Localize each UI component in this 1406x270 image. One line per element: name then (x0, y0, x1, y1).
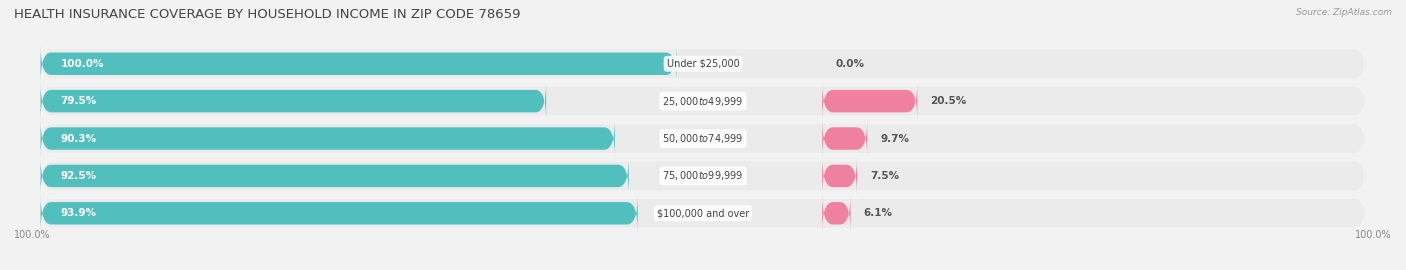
Text: Source: ZipAtlas.com: Source: ZipAtlas.com (1296, 8, 1392, 17)
FancyBboxPatch shape (41, 120, 614, 157)
FancyBboxPatch shape (823, 82, 917, 120)
Text: $50,000 to $74,999: $50,000 to $74,999 (662, 132, 744, 145)
FancyBboxPatch shape (823, 120, 868, 157)
Text: $100,000 and over: $100,000 and over (657, 208, 749, 218)
Text: $75,000 to $99,999: $75,000 to $99,999 (662, 169, 744, 183)
FancyBboxPatch shape (41, 198, 1365, 229)
Text: $25,000 to $49,999: $25,000 to $49,999 (662, 95, 744, 108)
Text: 20.5%: 20.5% (931, 96, 967, 106)
FancyBboxPatch shape (823, 157, 858, 195)
Text: 0.0%: 0.0% (835, 59, 865, 69)
Text: 93.9%: 93.9% (60, 208, 97, 218)
Text: HEALTH INSURANCE COVERAGE BY HOUSEHOLD INCOME IN ZIP CODE 78659: HEALTH INSURANCE COVERAGE BY HOUSEHOLD I… (14, 8, 520, 21)
Text: 100.0%: 100.0% (60, 59, 104, 69)
FancyBboxPatch shape (41, 45, 676, 82)
FancyBboxPatch shape (41, 85, 1365, 117)
FancyBboxPatch shape (41, 48, 1365, 79)
Text: 90.3%: 90.3% (60, 134, 97, 144)
Text: Under $25,000: Under $25,000 (666, 59, 740, 69)
FancyBboxPatch shape (41, 195, 638, 232)
Text: 9.7%: 9.7% (880, 134, 910, 144)
Text: 79.5%: 79.5% (60, 96, 97, 106)
Text: 6.1%: 6.1% (863, 208, 893, 218)
Text: 100.0%: 100.0% (1355, 230, 1392, 240)
FancyBboxPatch shape (823, 195, 851, 232)
FancyBboxPatch shape (41, 160, 1365, 192)
Text: 92.5%: 92.5% (60, 171, 97, 181)
FancyBboxPatch shape (41, 82, 546, 120)
FancyBboxPatch shape (41, 157, 628, 195)
Text: 100.0%: 100.0% (14, 230, 51, 240)
FancyBboxPatch shape (41, 123, 1365, 154)
Text: 7.5%: 7.5% (870, 171, 900, 181)
